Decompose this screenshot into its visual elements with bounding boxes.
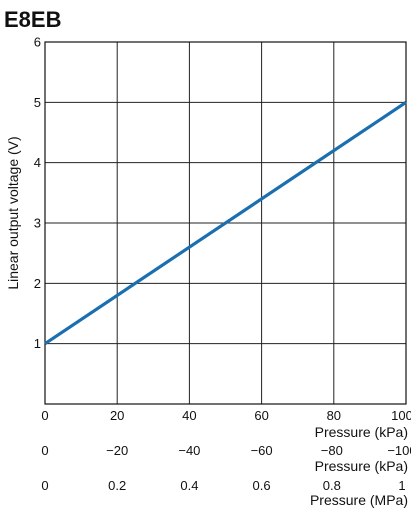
x-tick-label: 1 (398, 478, 405, 493)
plot-frame (44, 41, 407, 405)
x-tick-label: −100 (387, 443, 411, 458)
y-tick-labels: 1 2 3 4 5 6 (34, 35, 41, 352)
x-tick-label: −80 (321, 443, 343, 458)
grid (45, 42, 406, 404)
x-tick-label: −20 (106, 443, 128, 458)
x-axis-label: Pressure (kPa) (315, 458, 408, 474)
x-axis-label: Pressure (MPa) (310, 492, 408, 508)
x-tick-label: 0.4 (180, 478, 198, 493)
series-group (44, 101, 407, 345)
x-tick-label: 80 (327, 408, 341, 423)
x-tick-label: 0.8 (323, 478, 341, 493)
series-line (44, 101, 407, 345)
x-tick-label: 0 (41, 478, 48, 493)
x-axis-label: Pressure (kPa) (315, 424, 408, 440)
y-tick-label: 4 (34, 155, 41, 170)
x-tick-label: 0.2 (108, 478, 126, 493)
y-tick-label: 3 (34, 216, 41, 231)
x-tick-label: 0.6 (253, 478, 271, 493)
x-tick-label: −60 (251, 443, 273, 458)
x-tick-label: −40 (178, 443, 200, 458)
x-tick-label: 20 (110, 408, 124, 423)
y-tick-label: 1 (34, 336, 41, 351)
x-tick-label: 0 (41, 408, 48, 423)
x-tick-label: 100 (391, 408, 411, 423)
chart-title: E8EB (4, 7, 61, 32)
x-tick-label: 0 (41, 443, 48, 458)
y-tick-label: 2 (34, 276, 41, 291)
x-tick-label: 40 (182, 408, 196, 423)
y-tick-label: 6 (34, 35, 41, 50)
y-axis-label: Linear output voltage (V) (5, 136, 21, 289)
x-tick-label: 60 (254, 408, 268, 423)
y-tick-label: 5 (34, 95, 41, 110)
